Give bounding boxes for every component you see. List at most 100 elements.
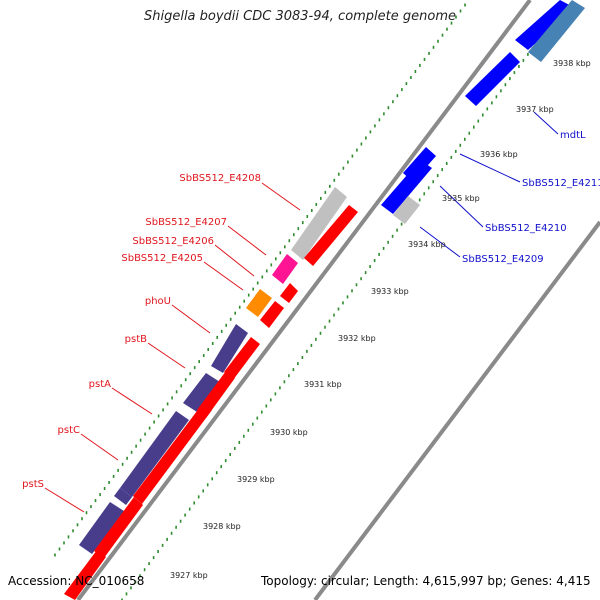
left-tick-dot: [130, 450, 133, 454]
mid-tick-dot: [333, 313, 335, 317]
mid-tick-dot: [297, 362, 299, 366]
left-tick-dot: [126, 456, 128, 460]
mid-tick-dot: [179, 519, 182, 523]
left-tick-dot: [63, 541, 65, 545]
left-tick-dot: [266, 269, 268, 273]
mid-tick-dot: [418, 198, 421, 202]
mid-tick-dot: [157, 550, 159, 553]
mid-tick-dot: [391, 234, 394, 238]
left-tick-dot: [157, 414, 160, 418]
scale-label-3934: 3934 kbp: [408, 240, 446, 249]
mid-tick-dot: [364, 271, 367, 275]
label-e4208: SbBS512_E4208: [179, 173, 261, 184]
gene-red-2: [280, 283, 298, 303]
left-tick-dot: [414, 70, 417, 73]
left-tick-dot: [329, 184, 331, 188]
left-tick-dot: [378, 118, 381, 122]
leader-e4207: [227, 225, 267, 256]
mid-tick-dot: [224, 459, 227, 463]
left-tick-dot: [211, 342, 214, 345]
gene-red-6: [133, 403, 212, 504]
mid-tick-dot: [346, 295, 349, 299]
mid-tick-dot: [215, 471, 218, 475]
label-psts: pstS: [22, 479, 44, 490]
mid-tick-dot: [234, 446, 236, 450]
mid-tick-dot: [455, 149, 457, 153]
left-tick-dot: [103, 487, 106, 490]
gene-red-7: [94, 497, 143, 558]
mid-tick-dot: [477, 119, 480, 123]
topology-summary: Topology: circular; Length: 4,615,997 bp…: [261, 574, 591, 588]
scale-label-3935: 3935 kbp: [442, 194, 480, 203]
left-tick-dot: [85, 511, 88, 515]
mid-tick-dot: [436, 174, 439, 178]
gene-sbbs512-e4208: [291, 187, 347, 260]
mid-tick-dot: [324, 325, 326, 329]
left-tick-dot: [202, 354, 205, 357]
mid-tick-dot: [170, 531, 173, 535]
label-e4207: SbBS512_E4207: [145, 217, 227, 228]
left-tick-dot: [293, 233, 295, 237]
left-tick-dot: [464, 3, 466, 7]
left-tick-dot: [275, 257, 277, 261]
mid-tick-dot: [130, 586, 132, 590]
left-tick-dot: [410, 76, 412, 79]
leader-e4209: [419, 226, 461, 258]
mid-tick-dot: [143, 568, 146, 572]
mid-tick-dot: [491, 101, 493, 105]
left-tick-dot: [148, 426, 151, 430]
mid-tick-dot: [509, 77, 511, 81]
leader-e4208: [261, 182, 301, 211]
gene-red-4: [224, 337, 260, 380]
mid-tick-dot: [148, 562, 150, 566]
leader-e4206: [214, 244, 255, 277]
gene-sbbs512-e4205: [246, 289, 272, 317]
label-mdtl: mdtL: [560, 130, 586, 141]
scale-label-3937: 3937 kbp: [516, 105, 554, 114]
mid-tick-dot: [482, 113, 484, 117]
mid-tick-dot: [274, 392, 277, 396]
left-tick-dot: [333, 178, 336, 182]
left-tick-dot: [297, 227, 300, 231]
leader-pstc: [80, 433, 119, 461]
feature-track: [64, 0, 585, 600]
left-tick-dot: [72, 529, 74, 533]
gene-red-1: [304, 205, 358, 266]
scale-label-3930: 3930 kbp: [270, 428, 308, 437]
mid-tick-dot: [360, 277, 362, 281]
scale-label-3936: 3936 kbp: [480, 150, 518, 159]
mid-tick-dot: [256, 416, 259, 420]
mid-tick-dot: [355, 283, 358, 287]
left-tick-dot: [207, 348, 209, 351]
gene-psts: [79, 502, 124, 554]
mid-tick-dot: [193, 501, 195, 505]
mid-tick-dot: [243, 434, 245, 438]
left-tick-dot: [356, 148, 358, 152]
label-leaders: [44, 111, 559, 513]
gene-mdtl: [465, 52, 520, 106]
gene-blue-top: [515, 0, 575, 50]
mid-tick-dot: [238, 440, 241, 444]
left-tick-dot: [166, 402, 169, 406]
mid-tick-dot: [310, 343, 313, 347]
left-tick-dot: [446, 27, 448, 31]
gene-sbbs512-e4210: [381, 160, 432, 214]
left-tick-dot: [383, 112, 385, 116]
mid-tick-dot: [432, 180, 434, 184]
left-tick-dot: [229, 317, 232, 321]
mid-tick-dot: [527, 52, 529, 56]
gene-pstb: [183, 373, 220, 412]
left-tick-dot: [94, 499, 97, 503]
scale-label-3928: 3928 kbp: [203, 522, 241, 531]
mid-tick-dot: [125, 592, 128, 596]
mid-tick-dot: [468, 131, 471, 135]
left-tick-dot: [459, 9, 462, 13]
left-tick-dot: [144, 432, 146, 436]
mid-tick-dot: [518, 65, 520, 68]
scale-label-3927: 3927 kbp: [170, 571, 208, 580]
left-tick-dot: [369, 130, 372, 134]
left-tick-dot: [270, 263, 273, 267]
mid-tick-dot: [306, 349, 308, 353]
left-tick-dot: [225, 323, 227, 327]
mid-tick-dot: [445, 162, 448, 165]
